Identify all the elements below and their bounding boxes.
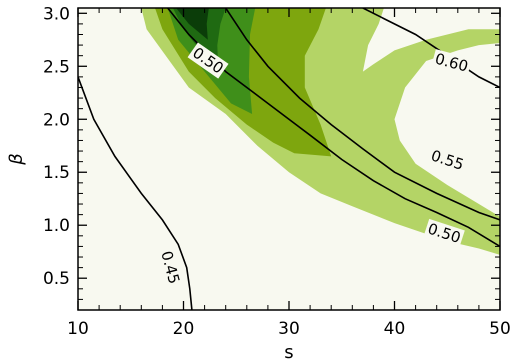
contour-line-0-45-0 bbox=[78, 76, 193, 310]
y-tick-label: 1.0 bbox=[43, 216, 70, 236]
contour-line-0-60-3 bbox=[362, 8, 500, 89]
contour-label-background-4 bbox=[156, 247, 184, 288]
x-tick-label: 50 bbox=[489, 319, 511, 339]
filled-contour-level-5 bbox=[176, 8, 209, 40]
y-tick-label: 2.5 bbox=[43, 57, 70, 77]
contour-label-background-0 bbox=[187, 42, 229, 79]
contour-label-background-3 bbox=[423, 218, 465, 248]
plot-area: 0.50 0.600.550.500.45 bbox=[78, 8, 500, 310]
y-tick-label: 1.5 bbox=[43, 163, 70, 183]
axis-ticks: 10 20 30 40 50 0.5 1.0 1.5 2.0 2.5 3.0 bbox=[43, 4, 511, 339]
y-tick-label: 3.0 bbox=[43, 4, 70, 24]
contour-line-0-50-1 bbox=[225, 8, 500, 221]
y-tick-label: 0.5 bbox=[43, 269, 70, 289]
x-tick-label: 40 bbox=[384, 319, 406, 339]
x-tick-label: 10 bbox=[67, 319, 89, 339]
x-axis-label: s bbox=[284, 342, 293, 363]
x-tick-label: 20 bbox=[173, 319, 195, 339]
contour-label-background-1 bbox=[431, 49, 472, 77]
y-tick-label: 2.0 bbox=[43, 110, 70, 130]
y-axis-label: β bbox=[6, 153, 27, 166]
x-tick-label: 30 bbox=[278, 319, 300, 339]
contour-label-background-2 bbox=[426, 145, 468, 175]
